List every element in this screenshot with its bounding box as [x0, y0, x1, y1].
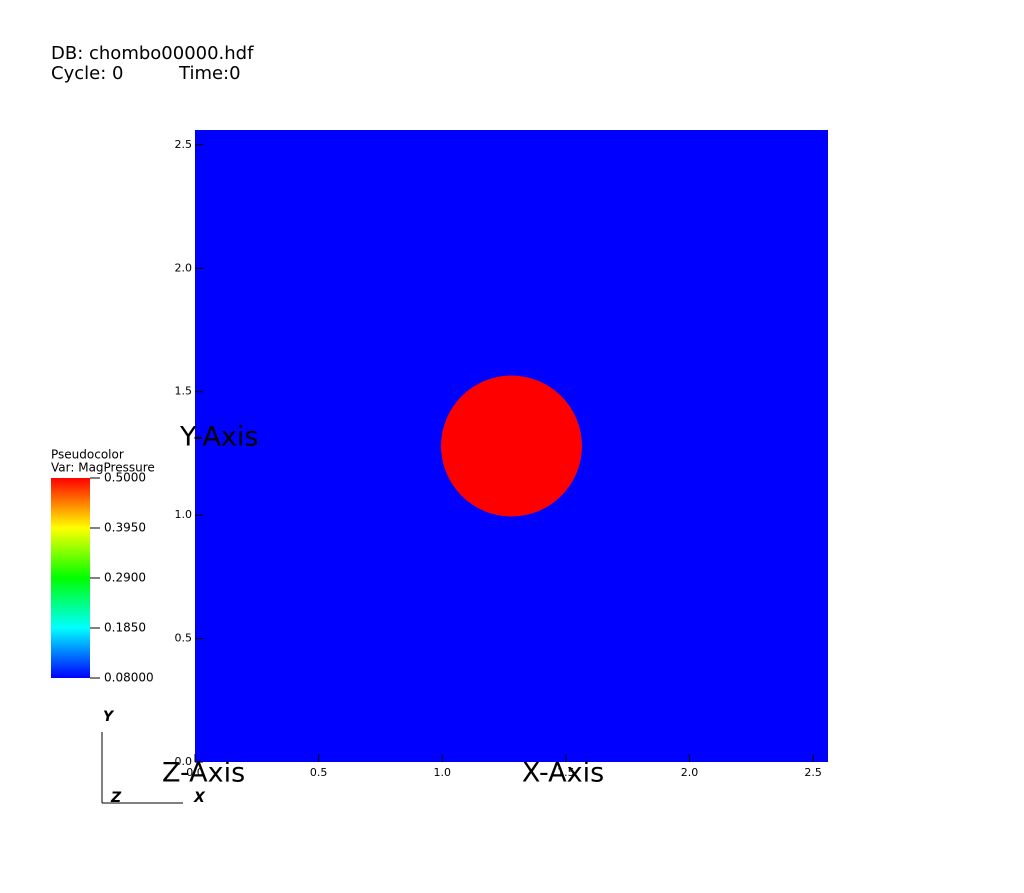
plot-name: Pseudocolor	[51, 448, 124, 462]
y-tick-label: 1.0	[175, 508, 193, 521]
y-tick-label: 0.5	[175, 632, 193, 645]
colorbar	[51, 478, 90, 678]
triad-x: X	[193, 790, 206, 806]
variable-label: Var: MagPressure	[51, 461, 155, 475]
triad-z: Z	[110, 790, 122, 806]
y-tick-label: 0.0	[175, 755, 193, 768]
field-region	[441, 375, 582, 517]
y-tick-label: 2.0	[175, 261, 193, 274]
colorbar-tick-label: 0.3950	[104, 521, 146, 535]
colorbar-tick-label: 0.5000	[104, 471, 146, 485]
y-tick-label: 2.5	[175, 138, 193, 151]
y-tick-label: 1.5	[175, 385, 193, 398]
db-label: DB: chombo00000.hdf	[51, 43, 254, 64]
cycle-label: Cycle: 0	[51, 63, 123, 84]
x-tick-label: 1.0	[434, 766, 452, 779]
x-axis-title: X-Axis	[522, 758, 604, 789]
triad-y: Y	[103, 709, 115, 725]
colorbar-tick-label: 0.1850	[104, 621, 146, 635]
x-tick-label: 0.0	[186, 766, 204, 779]
x-tick-label: 1.5	[557, 766, 575, 779]
x-tick-label: 2.0	[681, 766, 699, 779]
x-tick-label: 2.5	[804, 766, 822, 779]
x-tick-label: 0.5	[310, 766, 328, 779]
y-axis-title: Y-Axis	[179, 422, 258, 453]
z-axis-title: Z-Axis	[162, 758, 245, 789]
colorbar-tick-label: 0.08000	[104, 671, 154, 685]
time-label: Time:0	[178, 63, 241, 84]
colorbar-tick-label: 0.2900	[104, 571, 146, 585]
